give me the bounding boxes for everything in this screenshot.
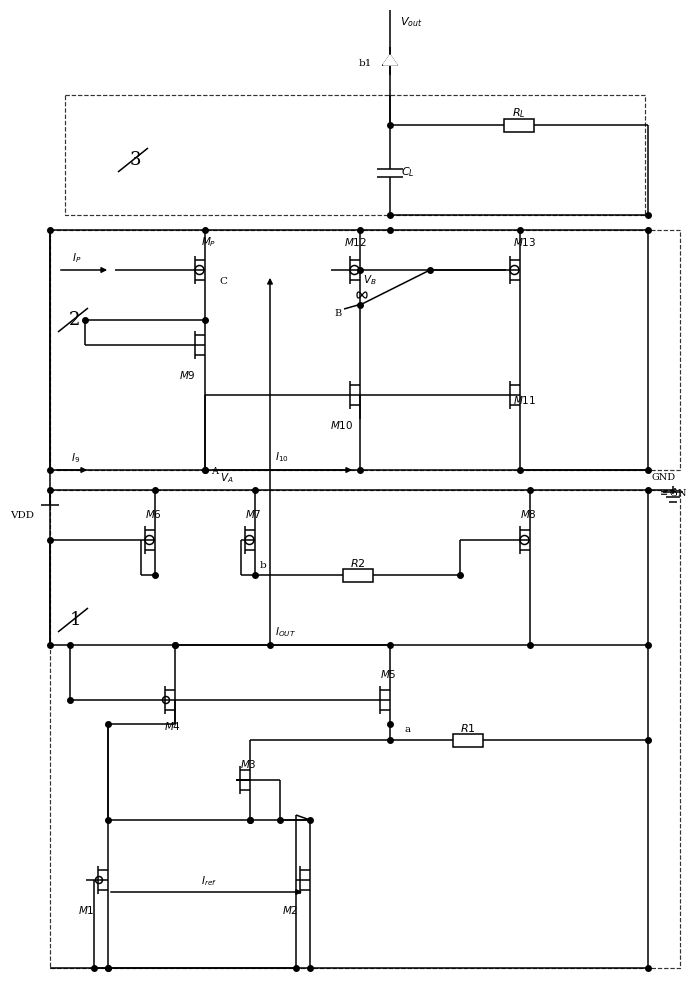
Text: $I_9$: $I_9$	[71, 451, 80, 465]
Text: $V_A$: $V_A$	[221, 471, 234, 485]
Text: $M6$: $M6$	[144, 508, 161, 520]
Text: $R1$: $R1$	[460, 722, 475, 734]
Polygon shape	[383, 55, 397, 65]
Text: $\equiv$GND: $\equiv$GND	[658, 487, 687, 497]
Text: 1: 1	[69, 611, 81, 629]
Text: $M7$: $M7$	[245, 508, 261, 520]
Text: b1: b1	[359, 58, 372, 68]
Text: $M1$: $M1$	[78, 904, 94, 916]
Text: $M13$: $M13$	[513, 236, 537, 248]
Text: A: A	[212, 466, 218, 476]
Text: $I_{10}$: $I_{10}$	[275, 450, 289, 464]
Text: $V_{out}$: $V_{out}$	[400, 15, 423, 29]
Text: 3: 3	[129, 151, 141, 169]
Text: VDD: VDD	[10, 512, 34, 520]
Text: $M5$: $M5$	[380, 668, 396, 680]
Text: $M12$: $M12$	[344, 236, 368, 248]
Text: a: a	[405, 726, 411, 734]
Bar	[50, 490, 680, 968]
Text: $M_P$: $M_P$	[201, 235, 216, 249]
Text: $R_L$: $R_L$	[513, 106, 526, 120]
Text: $M2$: $M2$	[282, 904, 298, 916]
Text: B: B	[335, 308, 341, 318]
Text: $M8$: $M8$	[519, 508, 537, 520]
Text: $M10$: $M10$	[330, 419, 354, 431]
Text: $M9$: $M9$	[179, 369, 195, 381]
Text: $I_{OUT}$: $I_{OUT}$	[275, 625, 295, 639]
Text: b: b	[260, 560, 267, 570]
Text: $I_{ref}$: $I_{ref}$	[201, 874, 217, 888]
Text: $R2$: $R2$	[350, 557, 365, 569]
Bar	[50, 230, 680, 470]
Text: $M4$: $M4$	[164, 720, 181, 732]
Text: GND: GND	[652, 474, 676, 483]
Text: C: C	[219, 277, 227, 286]
Text: $C_L$: $C_L$	[401, 166, 415, 179]
Bar	[343, 568, 372, 582]
Text: 2: 2	[69, 311, 80, 329]
Bar	[65, 95, 645, 215]
Bar	[453, 734, 482, 746]
Text: $V_B$: $V_B$	[363, 273, 376, 287]
Bar	[504, 118, 534, 131]
Text: $M11$: $M11$	[513, 394, 537, 406]
Text: $M3$: $M3$	[240, 758, 256, 770]
Text: $I_P$: $I_P$	[72, 251, 82, 265]
